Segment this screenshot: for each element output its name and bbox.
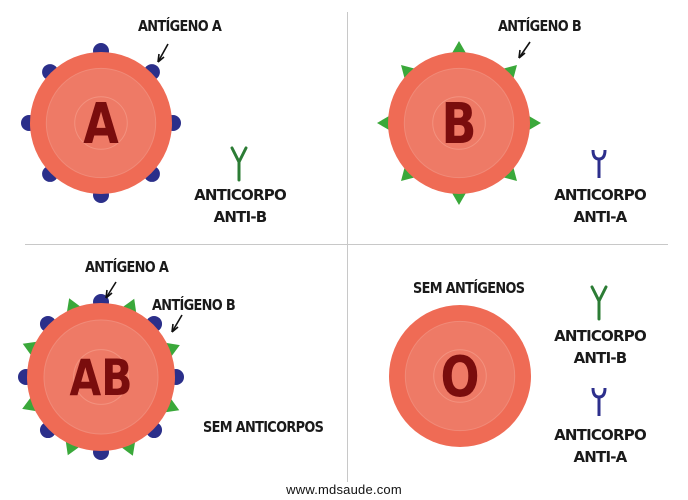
arrow-antigen-b (518, 41, 531, 59)
antibody-stroke (230, 146, 248, 182)
arrow-antigen-b (171, 314, 183, 333)
antibody-cup (591, 387, 607, 399)
label-antibody-anti-a: ANTICORPO ANTI-A (550, 424, 650, 468)
arrow-head (105, 289, 113, 299)
arrow-head (157, 53, 165, 63)
panel-a-graphics: A (21, 43, 248, 203)
label-antigen-a: ANTÍGENO A (85, 258, 169, 276)
cell-center-ring (433, 349, 487, 403)
antibody-line1: ANTICORPO (554, 186, 647, 204)
red-cell-o: O (389, 305, 531, 447)
panel-b-graphics: B (377, 41, 607, 205)
cup-shaped-antibody-icon (591, 149, 607, 178)
antibody-line2: ANTI-A (573, 208, 627, 226)
panel-ab-graphics: AB (18, 281, 184, 460)
antibody-cup (591, 149, 607, 161)
panel-type-b: B ANTÍGENO B ANTICORPO ANTI-A (347, 0, 688, 244)
red-cell-ab: AB (18, 294, 184, 460)
label-antibody: ANTICORPO ANTI-B (190, 184, 290, 228)
label-antibody: ANTICORPO ANTI-A (550, 184, 650, 228)
label-no-antigens: SEM ANTÍGENOS (413, 279, 525, 297)
label-antigen-b: ANTÍGENO B (498, 17, 582, 35)
antibody-line2: ANTI-B (213, 208, 268, 226)
antibody-stroke (590, 285, 608, 321)
antibody-line2: ANTI-A (573, 448, 627, 466)
cup-shaped-antibody-icon (591, 387, 607, 416)
cell-inner-disc (404, 320, 516, 432)
arrow-antigen-a (157, 43, 169, 63)
arrow-head (171, 323, 179, 333)
cell-letter: O (440, 345, 479, 411)
cell-inner-disc (43, 319, 159, 435)
label-antigen-a: ANTÍGENO A (138, 17, 222, 35)
antibody-line1: ANTICORPO (554, 426, 647, 444)
antibody-line1: ANTICORPO (554, 327, 647, 345)
arrow-head (518, 49, 526, 59)
panel-type-ab: AB ANTÍGENO A ANTÍGENO B SEM ANTICORPOS (0, 245, 347, 500)
cell-letter: A (83, 92, 119, 158)
cell-center-ring (74, 96, 128, 150)
cell-inner-disc (403, 67, 515, 179)
y-shaped-antibody-icon (230, 146, 248, 182)
panel-type-o: O SEM ANTÍGENOS ANTICORPO ANTI-B ANTICOR… (347, 245, 688, 485)
cell-letter: AB (70, 349, 133, 407)
antibody-line2: ANTI-B (573, 349, 628, 367)
label-no-antibodies: SEM ANTICORPOS (203, 418, 324, 436)
panel-o-graphics: O (389, 285, 608, 447)
vertical-divider (347, 12, 348, 482)
antibody-line1: ANTICORPO (194, 186, 287, 204)
cell-center-ring (73, 349, 129, 405)
footer-website: www.mdsaude.com (286, 482, 402, 497)
cell-center-ring (432, 96, 486, 150)
arrow-antigen-a (105, 281, 117, 299)
cell-inner-disc (45, 67, 157, 179)
cell-letter: B (442, 92, 477, 158)
label-antigen-b: ANTÍGENO B (152, 296, 236, 314)
label-antibody-anti-b: ANTICORPO ANTI-B (550, 325, 650, 369)
y-shaped-antibody-icon (590, 285, 608, 321)
red-cell-a: A (21, 43, 181, 203)
horizontal-divider (25, 244, 668, 245)
panel-type-a: A ANTÍGENO A ANTICORPO ANTI-B (0, 0, 347, 244)
red-cell-b: B (377, 41, 541, 205)
